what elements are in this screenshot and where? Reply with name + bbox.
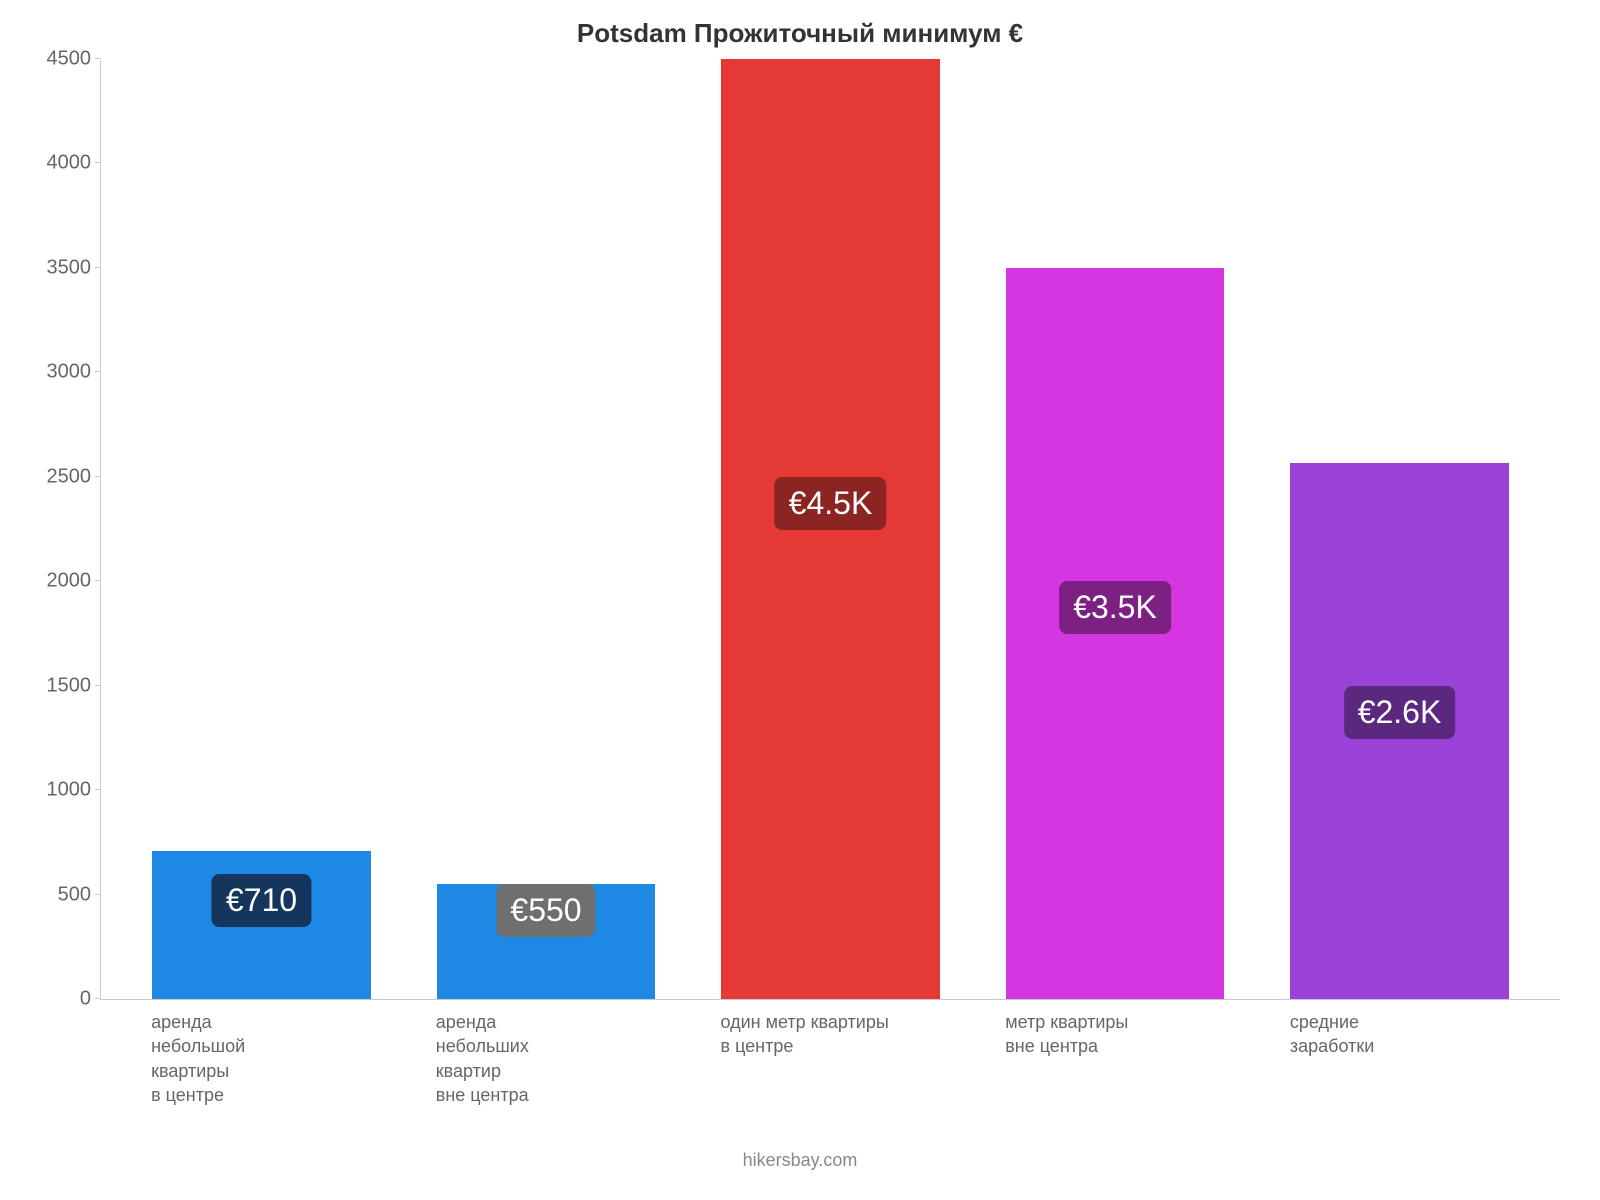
x-label-rent_outside: аренда небольших квартир вне центра	[436, 1010, 713, 1107]
chart-title: Potsdam Прожиточный минимум €	[0, 18, 1600, 49]
y-tick-label: 500	[31, 883, 91, 906]
cost-of-living-chart: Potsdam Прожиточный минимум € €710 €550 €4…	[0, 0, 1600, 1200]
x-label-avg_earnings: средние заработки	[1290, 1010, 1567, 1059]
bars-container: €710 €550 €4.5K €3.5K €2.6K	[101, 60, 1560, 999]
y-tick-mark	[95, 894, 101, 895]
y-tick-mark	[95, 162, 101, 163]
y-tick-mark	[95, 58, 101, 59]
y-tick-label: 3000	[31, 361, 91, 384]
y-tick-label: 4000	[31, 152, 91, 175]
bar-value-badge: €710	[212, 874, 311, 927]
bar-value-badge: €2.6K	[1344, 686, 1456, 739]
plot-area: €710€550€4.5K€3.5K€2.6K 0500100015002000…	[100, 60, 1560, 1000]
y-tick-label: 2000	[31, 570, 91, 593]
y-tick-label: 1500	[31, 674, 91, 697]
x-axis-labels: аренда небольшой квартиры в центреаренда…	[100, 1010, 1560, 1160]
source-credit: hikersbay.com	[0, 1150, 1600, 1171]
y-tick-mark	[95, 685, 101, 686]
y-tick-label: 4500	[31, 48, 91, 71]
y-tick-mark	[95, 267, 101, 268]
bar-rent_center: €710	[152, 851, 371, 999]
bar-sqm_center: €4.5K	[721, 59, 940, 999]
bar-rent_outside: €550	[437, 884, 656, 999]
y-tick-mark	[95, 580, 101, 581]
bar-value-badge: €550	[496, 884, 595, 937]
bar-sqm_outside: €3.5K	[1006, 268, 1225, 999]
bar-value-badge: €3.5K	[1059, 581, 1171, 634]
y-tick-mark	[95, 371, 101, 372]
x-label-rent_center: аренда небольшой квартиры в центре	[151, 1010, 428, 1107]
bar-avg_earnings: €2.6K	[1290, 463, 1509, 999]
y-tick-label: 0	[31, 988, 91, 1011]
x-label-sqm_outside: метр квартиры вне центра	[1005, 1010, 1282, 1059]
y-tick-mark	[95, 476, 101, 477]
y-tick-label: 1000	[31, 779, 91, 802]
x-label-sqm_center: один метр квартиры в центре	[721, 1010, 998, 1059]
y-tick-label: 2500	[31, 465, 91, 488]
y-tick-mark	[95, 998, 101, 999]
y-tick-label: 3500	[31, 256, 91, 279]
y-tick-mark	[95, 789, 101, 790]
bar-value-badge: €4.5K	[775, 477, 887, 530]
